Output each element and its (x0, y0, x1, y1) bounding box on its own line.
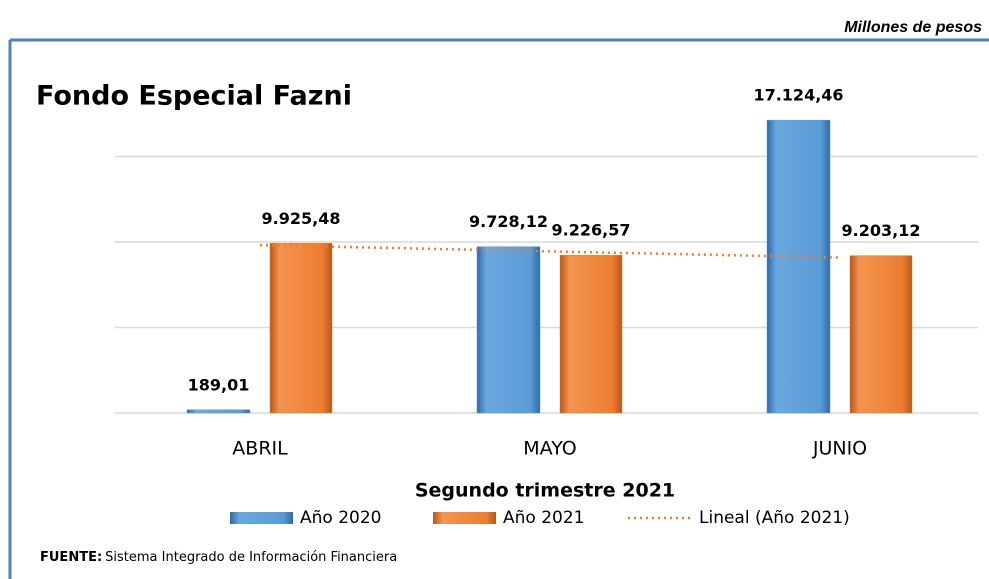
legend-label: Año 2020 (300, 508, 381, 528)
x-tick-label: ABRIL (232, 438, 288, 460)
bar (476, 246, 541, 414)
source: FUENTE: Sistema Integrado de Información … (40, 550, 397, 565)
x-tick-label: JUNIO (812, 438, 867, 460)
bar (766, 119, 831, 414)
bar (849, 255, 913, 414)
bar (269, 243, 333, 414)
x-tick-label: MAYO (523, 438, 576, 460)
data-label: 9.728,12 (469, 212, 548, 231)
bar (559, 254, 623, 414)
bar (186, 409, 251, 414)
unit-note: Millones de pesos (844, 19, 982, 36)
data-label: 17.124,46 (753, 86, 843, 105)
data-label: 9.925,48 (262, 209, 341, 228)
x-axis-title: Segundo trimestre 2021 (415, 480, 675, 502)
source-text: Sistema Integrado de Información Financi… (105, 550, 397, 565)
trendline (259, 243, 841, 259)
data-label: 189,01 (188, 375, 250, 394)
legend-swatch (230, 512, 293, 524)
source-label: FUENTE: (40, 550, 102, 565)
data-label: 9.203,12 (842, 221, 921, 240)
legend-swatch (433, 512, 496, 524)
legend-label: Año 2021 (503, 508, 584, 528)
chart-title: Fondo Especial Fazni (36, 81, 352, 112)
data-label: 9.226,57 (552, 221, 631, 240)
legend-label: Lineal (Año 2021) (699, 508, 850, 528)
